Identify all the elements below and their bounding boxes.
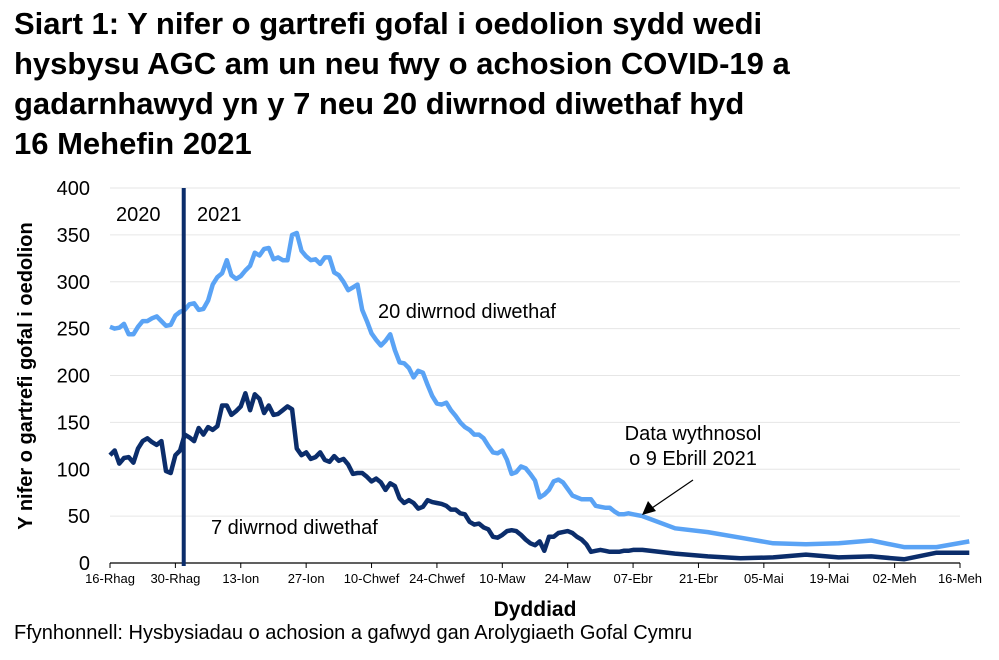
x-tick-label: 05-Mai [744, 571, 784, 586]
gridlines [110, 187, 960, 517]
y-axis-ticks: 0 50 100 150 200 250 300 350 400 [57, 178, 90, 575]
chart-title-line-1: Siart 1: Y nifer o gartrefi gofal i oedo… [14, 6, 763, 41]
x-tick-label: 10-Chwef [344, 571, 400, 586]
chart-title-line-4: 16 Mehefin 2021 [14, 126, 252, 161]
y-axis-label: Y nifer o gartrefi gofal i oedolion [15, 222, 37, 529]
annotation-weekly-data-line-1: Data wythnosol [625, 423, 762, 445]
series-line-7-day [108, 391, 970, 562]
x-tick-label: 02-Meh [873, 571, 917, 586]
x-tick-label: 21-Ebr [679, 571, 719, 586]
y-tick-label: 250 [57, 319, 90, 341]
year-label-2021: 2021 [197, 204, 242, 226]
y-tick-label: 350 [57, 225, 90, 247]
y-tick-label: 50 [68, 506, 90, 528]
x-tick-label: 19-Mai [809, 571, 849, 586]
y-tick-label: 400 [57, 178, 90, 200]
x-tick-label: 24-Maw [545, 571, 592, 586]
chart-title-line-2: hysbysu AGC am un neu fwy o achosion COV… [14, 46, 790, 81]
chart-title: Siart 1: Y nifer o gartrefi gofal i oedo… [14, 4, 984, 164]
x-tick-label: 30-Rhag [150, 571, 200, 586]
x-axis-label: Dyddiad [494, 598, 577, 621]
y-tick-label: 200 [57, 366, 90, 388]
series-label-20-day: 20 diwrnod diwethaf [378, 301, 556, 323]
series-line-20-day [109, 230, 970, 550]
x-axis: 16-Rhag 30-Rhag 13-Ion 27-Ion 10-Chwef 24-Chw… [85, 562, 982, 586]
y-tick-label: 100 [57, 459, 90, 481]
x-tick-label: 10-Maw [479, 571, 526, 586]
x-tick-label: 24-Chwef [409, 571, 465, 586]
y-tick-label: 0 [79, 553, 90, 575]
x-tick-label: 13-Ion [222, 571, 259, 586]
annotation-arrow-icon [642, 479, 694, 515]
annotation-weekly-data-line-2: o 9 Ebrill 2021 [629, 448, 757, 470]
series-label-7-day: 7 diwrnod diwethaf [211, 517, 378, 539]
x-tick-label: 27-Ion [288, 571, 325, 586]
source-note: Ffynhonnell: Hysbysiadau o achosion a ga… [14, 622, 693, 644]
chart-title-line-3: gadarnhawyd yn y 7 neu 20 diwrnod diweth… [14, 86, 745, 121]
y-tick-label: 150 [57, 412, 90, 434]
x-tick-label: 16-Meh [938, 571, 982, 586]
x-tick-label: 16-Rhag [85, 571, 135, 586]
y-tick-label: 300 [57, 272, 90, 294]
year-label-2020: 2020 [116, 204, 161, 226]
x-tick-label: 07-Ebr [614, 571, 654, 586]
